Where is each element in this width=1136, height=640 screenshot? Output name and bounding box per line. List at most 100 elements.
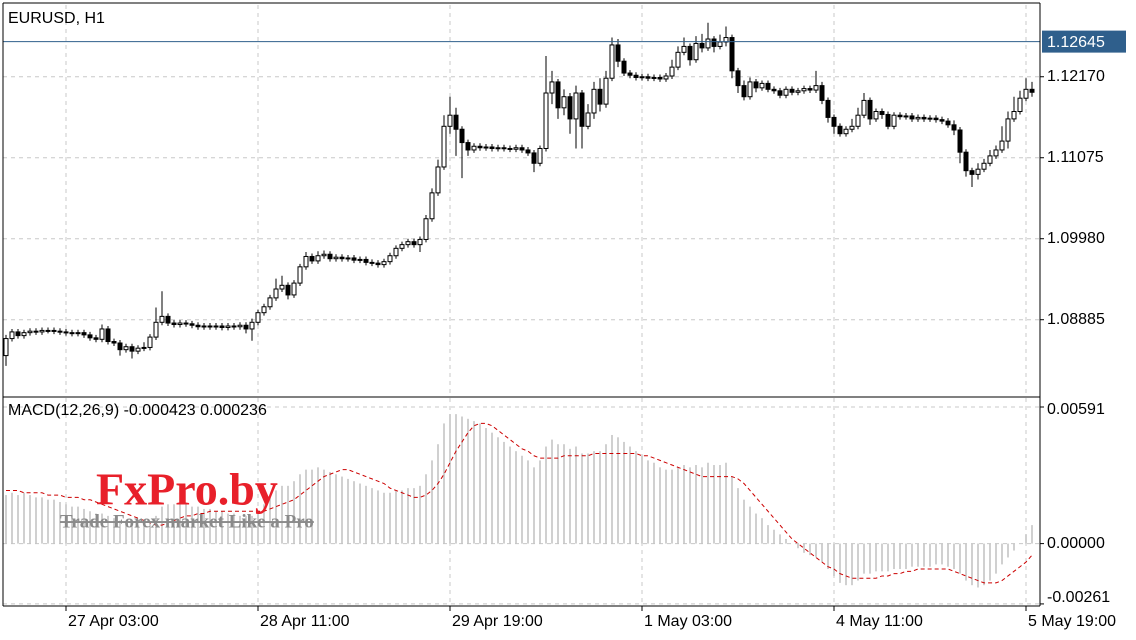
candle-body (93, 337, 99, 340)
candle-body (39, 329, 45, 333)
candle-body (585, 112, 591, 127)
candle-body (453, 114, 459, 130)
candle-body (435, 166, 441, 194)
candle-body (843, 128, 849, 135)
candle-body (33, 330, 39, 333)
macd-layer (5, 414, 1033, 588)
candle-body (573, 92, 579, 120)
candle-body (909, 115, 915, 120)
current-price-box (1042, 30, 1126, 53)
candle-body (207, 325, 213, 328)
candle-body (645, 76, 651, 79)
candle-body (369, 261, 375, 264)
candle-body (507, 147, 513, 150)
candle-body (141, 346, 147, 349)
candle-body (639, 76, 645, 79)
candle-body (387, 255, 393, 263)
axis-layer: 1.12170 1.11075 1.09980 1.08885 1.12645 27 Ap… (65, 30, 1126, 630)
candle-body (45, 329, 51, 332)
candle-body (615, 44, 621, 62)
candle-body (561, 96, 567, 109)
candle-body (951, 124, 957, 131)
candle-body (609, 44, 615, 79)
candle-body (21, 332, 27, 337)
y-tick-label: -0.00261 (1047, 589, 1110, 606)
candle-body (807, 88, 813, 91)
candle-body (501, 147, 507, 150)
candle-body (717, 41, 723, 47)
candle-body (81, 332, 87, 336)
candle-body (777, 90, 783, 96)
candle-body (519, 147, 525, 151)
candle-body (1029, 88, 1035, 93)
candle-body (15, 331, 21, 337)
candle-body (873, 111, 879, 120)
y-tick-label: 1.11075 (1047, 149, 1104, 166)
candle-body (969, 170, 975, 175)
candle-layer (3, 22, 1040, 366)
candle-body (375, 262, 381, 266)
candle-body (111, 341, 117, 344)
candle-body (849, 125, 855, 130)
candle-body (597, 88, 603, 105)
candle-body (417, 238, 423, 246)
current-price-label: 1.12645 (1047, 34, 1105, 51)
candle-body (225, 325, 231, 328)
signal-line (6, 422, 1033, 584)
candle-body (129, 346, 135, 352)
candle-body (921, 116, 927, 120)
candle-body (927, 117, 933, 120)
candle-body (525, 149, 531, 154)
candle-body (543, 92, 549, 149)
candle-body (285, 284, 291, 296)
candle-body (183, 322, 189, 325)
candle-body (339, 256, 345, 260)
candle-body (171, 322, 177, 326)
candle-body (255, 312, 261, 323)
candle-body (993, 149, 999, 157)
candle-body (657, 76, 663, 80)
candle-body (381, 261, 387, 266)
candle-body (483, 146, 489, 149)
candle-body (423, 218, 429, 240)
candle-body (789, 88, 795, 93)
candle-body (531, 152, 537, 164)
candle-body (699, 42, 705, 49)
candle-body (783, 88, 789, 96)
x-tick-label: 4 May 11:00 (836, 613, 923, 630)
candle-body (9, 331, 15, 340)
candle-body (411, 241, 417, 246)
candle-body (837, 125, 843, 135)
candle-body (1011, 111, 1017, 120)
candle-body (705, 38, 711, 49)
candle-body (825, 99, 831, 118)
candle-body (327, 253, 333, 260)
candle-body (69, 332, 75, 335)
y-tick-label: 1.12170 (1047, 68, 1105, 85)
candle-body (153, 321, 159, 338)
y-tick-label: 0.00000 (1047, 535, 1105, 552)
candle-body (267, 297, 273, 308)
candle-body (675, 51, 681, 68)
candle-body (393, 247, 399, 257)
candle-body (105, 328, 111, 343)
candle-body (189, 323, 195, 326)
candle-body (651, 76, 657, 79)
candle-body (759, 82, 765, 89)
y-tick-label: 0.00591 (1047, 401, 1105, 418)
candle-body (819, 85, 825, 101)
candle-body (633, 74, 639, 78)
candle-body (981, 162, 987, 170)
macd-title: MACD(12,26,9) -0.000423 0.000236 (8, 402, 267, 419)
candle-body (915, 116, 921, 120)
candle-body (405, 241, 411, 246)
candle-body (765, 82, 771, 90)
candle-body (87, 334, 93, 339)
candle-body (933, 117, 939, 121)
candle-body (279, 284, 285, 290)
candle-body (123, 346, 129, 351)
candle-body (795, 90, 801, 93)
watermark: FxPro.by Trade Forex market Like a Pro (60, 464, 314, 533)
candle-body (249, 321, 255, 330)
